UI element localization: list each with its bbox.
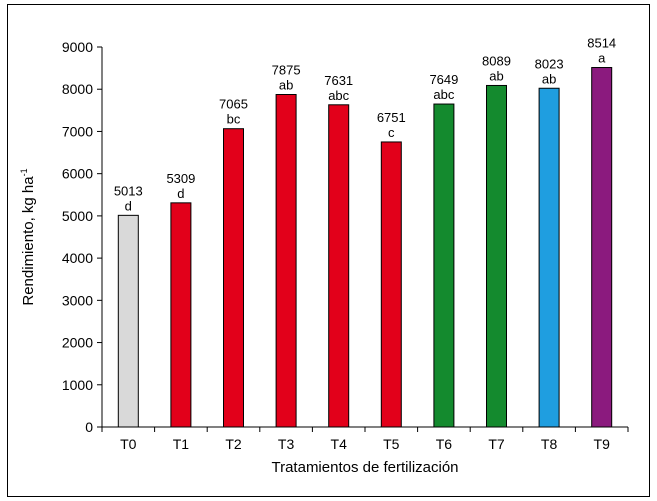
x-tick-label: T4 — [331, 436, 348, 452]
y-tick-label: 5000 — [62, 208, 93, 224]
y-axis: 0 1000 2000 3000 4000 5000 6000 7000 8000 9000 — [62, 39, 103, 435]
x-tick-label: T8 — [541, 436, 558, 452]
value-label: 7065 — [219, 97, 248, 112]
significance-letter: c — [388, 125, 395, 140]
x-tick-label: T6 — [436, 436, 453, 452]
significance-letter: ab — [489, 68, 503, 83]
significance-letter: ab — [279, 78, 293, 93]
value-label: 8514 — [587, 36, 616, 51]
value-label: 7631 — [324, 73, 353, 88]
x-tick-label: T5 — [383, 436, 400, 452]
y-tick-label: 6000 — [62, 166, 93, 182]
y-tick-label: 4000 — [62, 250, 93, 266]
bars — [117, 67, 613, 428]
y-tick-label: 8000 — [62, 81, 93, 97]
y-axis-title-superscript: -1 — [19, 168, 29, 176]
chart-frame: 0 1000 2000 3000 4000 5000 6000 7000 8000 9000 T0… — [7, 4, 650, 497]
bar-t1 — [170, 202, 192, 428]
y-tick-label: 9000 — [62, 39, 93, 55]
bar-t9 — [591, 67, 613, 428]
y-tick-label: 7000 — [62, 123, 93, 139]
x-tick-label: T3 — [278, 436, 295, 452]
y-tick-label: 0 — [85, 419, 93, 435]
y-axis-title-main: Rendimiento, kg ha — [20, 176, 37, 306]
y-tick-label: 1000 — [62, 377, 93, 393]
x-tick-label: T7 — [488, 436, 505, 452]
significance-letter: a — [598, 51, 606, 66]
y-tick-label: 3000 — [62, 292, 93, 308]
bar-t7 — [486, 84, 507, 428]
significance-letter: abc — [328, 88, 349, 103]
value-label: 7649 — [429, 72, 458, 87]
value-label: 7875 — [272, 63, 301, 78]
y-tick-label: 2000 — [62, 335, 93, 351]
value-label: 6751 — [377, 110, 406, 125]
bar-t4 — [328, 104, 350, 428]
x-axis: T0 T1 T2 T3 T4 T5 T6 T7 T8 T9 — [101, 426, 629, 452]
value-label: 8023 — [535, 56, 564, 71]
significance-letter: d — [177, 186, 184, 201]
x-axis-title: Tratamientos de fertilización — [271, 459, 458, 476]
value-label: 5013 — [114, 183, 143, 198]
bar-t3 — [275, 94, 297, 428]
y-axis-title: Rendimiento, kg ha-1 — [19, 168, 37, 305]
bar-t2 — [223, 128, 244, 428]
significance-letter: d — [125, 198, 132, 213]
significance-letter: bc — [227, 112, 241, 127]
bar-chart: 0 1000 2000 3000 4000 5000 6000 7000 8000 9000 T0… — [19, 36, 629, 476]
bar-t5 — [380, 141, 402, 428]
bar-t6 — [433, 103, 455, 428]
significance-letter: ab — [542, 71, 556, 86]
x-tick-label: T1 — [173, 436, 190, 452]
value-label: 5309 — [166, 171, 195, 186]
significance-letter: abc — [433, 87, 454, 102]
x-tick-label: T9 — [594, 436, 611, 452]
x-tick-label: T0 — [120, 436, 137, 452]
x-tick-label: T2 — [225, 436, 242, 452]
bar-t0 — [117, 214, 139, 428]
bar-t8 — [538, 87, 560, 428]
value-label: 8089 — [482, 53, 511, 68]
